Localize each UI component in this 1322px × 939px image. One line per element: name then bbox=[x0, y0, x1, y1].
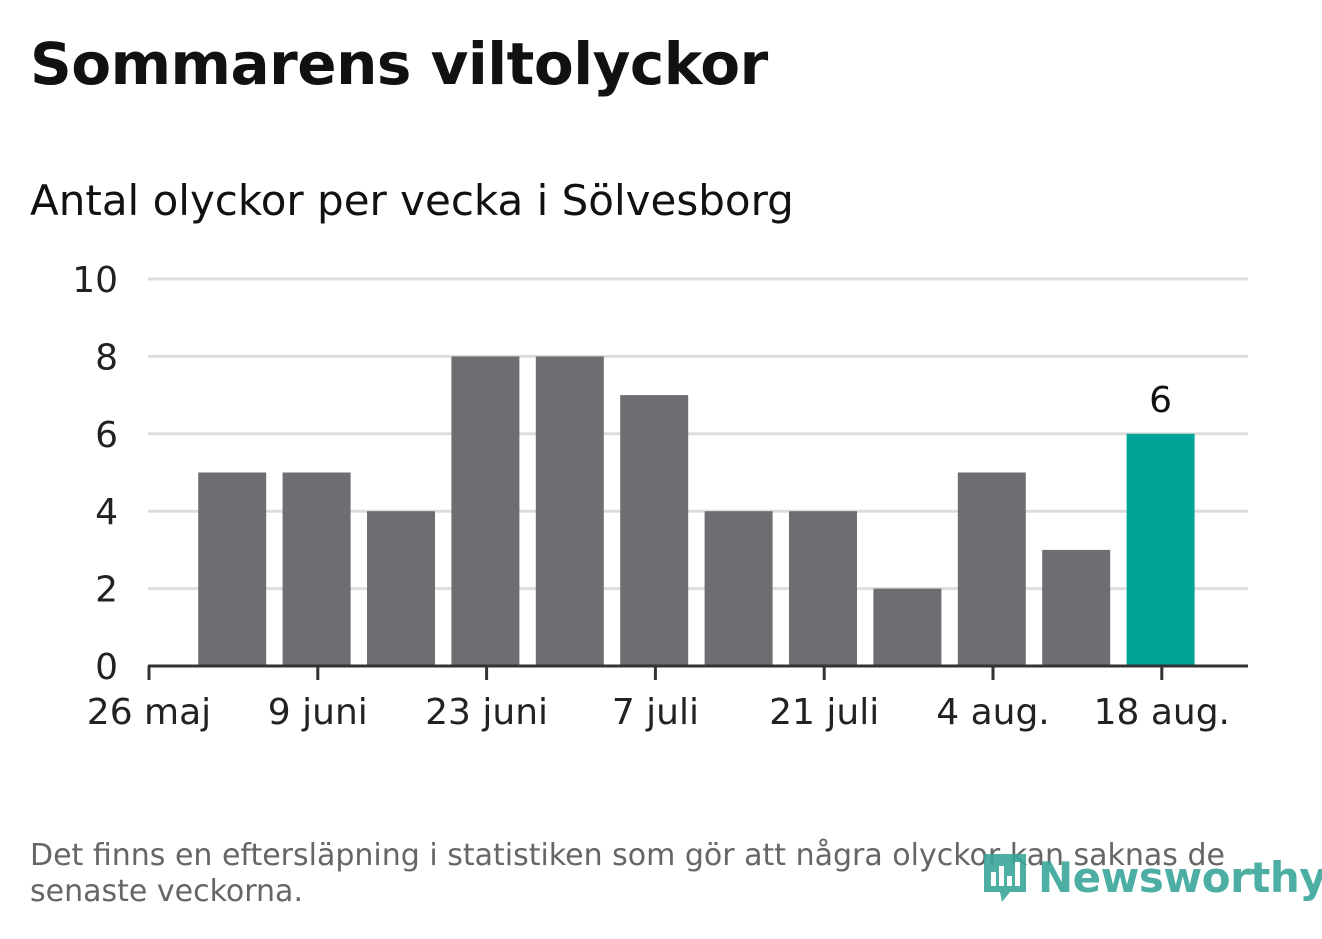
bar bbox=[704, 511, 773, 666]
y-tick-label: 0 bbox=[95, 647, 118, 688]
bar bbox=[198, 472, 267, 666]
bar bbox=[367, 511, 435, 666]
newsworthy-logo-icon bbox=[984, 854, 1026, 902]
y-tick-label: 10 bbox=[72, 260, 118, 301]
bar bbox=[957, 472, 1026, 666]
x-tick-label: 7 juli bbox=[612, 692, 699, 733]
y-tick-label: 6 bbox=[95, 415, 118, 456]
y-tick-label: 8 bbox=[95, 337, 118, 378]
x-tick-label: 18 aug. bbox=[1094, 692, 1230, 733]
x-tick-label: 4 aug. bbox=[936, 692, 1050, 733]
newsworthy-logo-text: Newsworthy bbox=[1038, 852, 1322, 902]
bar bbox=[282, 472, 351, 666]
bar bbox=[1042, 549, 1111, 666]
x-tick-label: 21 juli bbox=[769, 692, 879, 733]
bar bbox=[620, 395, 689, 666]
newsworthy-logo: Newsworthy bbox=[980, 848, 1322, 906]
bar bbox=[873, 588, 942, 666]
chart-subtitle: Antal olyckor per vecka i Sölvesborg bbox=[30, 176, 794, 225]
bar bbox=[451, 356, 520, 666]
y-tick-label: 4 bbox=[95, 492, 118, 533]
chart-title: Sommarens viltolyckor bbox=[30, 30, 768, 98]
data-label: 6 bbox=[1149, 380, 1172, 421]
bar bbox=[789, 511, 857, 666]
x-tick-label: 23 juni bbox=[425, 692, 548, 733]
bar bbox=[535, 356, 604, 666]
bar-chart: 0 2 4 6 8 10 6 26 maj 9 juni 23 juni 7 juli 21 juli… bbox=[72, 260, 1248, 733]
x-tick-label: 9 juni bbox=[268, 692, 368, 733]
x-tick-label: 26 maj bbox=[87, 692, 211, 733]
y-tick-label: 2 bbox=[95, 570, 118, 611]
bar-highlight bbox=[1126, 433, 1195, 666]
